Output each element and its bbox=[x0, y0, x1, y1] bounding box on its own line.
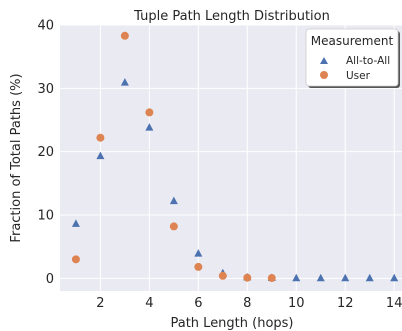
point-user bbox=[194, 262, 203, 271]
point-all-to-all bbox=[365, 273, 374, 282]
x-tick-label: 6 bbox=[194, 296, 202, 311]
legend-label-user: User bbox=[346, 70, 371, 82]
grid-lines bbox=[60, 24, 402, 291]
point-user bbox=[120, 31, 129, 40]
legend-title: Measurement bbox=[311, 34, 394, 48]
x-tick-label: 8 bbox=[243, 296, 251, 311]
x-tick-label: 10 bbox=[288, 296, 305, 311]
y-axis-label: Fraction of Total Paths (%) bbox=[9, 73, 24, 242]
point-all-to-all bbox=[316, 273, 325, 282]
chart-title: Tuple Path Length Distribution bbox=[133, 9, 330, 24]
tick-labels: 2 4 6 8 10 12 14 0 10 20 30 40 bbox=[37, 19, 402, 312]
point-user bbox=[145, 108, 154, 117]
point-user bbox=[71, 255, 80, 264]
legend-marker-user bbox=[320, 71, 328, 79]
point-all-to-all bbox=[169, 196, 178, 205]
point-all-to-all bbox=[120, 78, 129, 86]
data-marks bbox=[71, 31, 399, 283]
legend-box bbox=[305, 28, 399, 87]
point-user bbox=[96, 133, 105, 142]
x-tick-label: 2 bbox=[96, 296, 104, 311]
point-user bbox=[169, 222, 178, 231]
y-tick-label: 0 bbox=[46, 272, 54, 287]
point-all-to-all bbox=[145, 123, 154, 131]
x-axis-label: Path Length (hops) bbox=[170, 316, 293, 331]
point-all-to-all bbox=[194, 249, 203, 257]
legend: Measurement All-to-All User bbox=[305, 28, 400, 88]
legend-marker-all-to-all bbox=[320, 57, 328, 64]
point-user bbox=[218, 271, 227, 280]
x-tick-label: 4 bbox=[145, 296, 153, 311]
x-tick-label: 14 bbox=[386, 296, 402, 311]
point-user bbox=[267, 274, 276, 283]
y-tick-label: 40 bbox=[37, 19, 54, 34]
point-all-to-all bbox=[292, 273, 301, 282]
point-all-to-all bbox=[96, 151, 105, 160]
y-tick-label: 20 bbox=[37, 145, 54, 160]
point-all-to-all bbox=[341, 273, 350, 282]
x-tick-label: 12 bbox=[337, 296, 354, 311]
y-tick-label: 10 bbox=[37, 209, 54, 224]
y-tick-label: 30 bbox=[37, 82, 54, 97]
point-user bbox=[243, 273, 252, 282]
point-all-to-all bbox=[390, 273, 399, 282]
legend-label-all-to-all: All-to-All bbox=[346, 55, 390, 67]
point-all-to-all bbox=[71, 219, 80, 227]
